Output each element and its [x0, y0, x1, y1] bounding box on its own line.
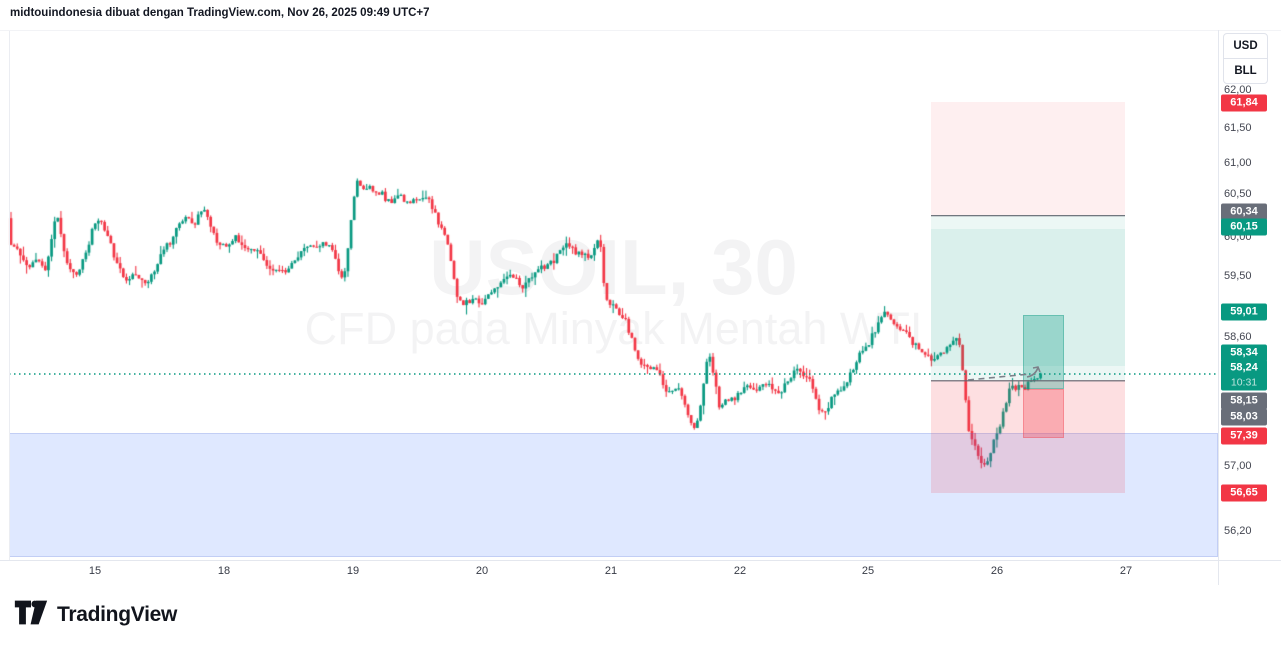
- time-tick: 22: [733, 565, 747, 577]
- badge-price: 58,03: [1230, 410, 1258, 423]
- badge-price: 58,24: [1230, 361, 1258, 374]
- unit-selector[interactable]: USD BLL: [1223, 33, 1268, 84]
- price-level-badge: 58,03: [1221, 408, 1267, 426]
- small-long-stop-box[interactable]: [1023, 389, 1064, 438]
- unit-option[interactable]: BLL: [1234, 65, 1257, 77]
- short-target-box[interactable]: [931, 215, 1125, 366]
- time-tick: 15: [88, 565, 102, 577]
- chart-attribution: midtouindonesia dibuat dengan TradingVie…: [10, 7, 430, 19]
- currency-option[interactable]: USD: [1233, 40, 1258, 52]
- price-level-badge: 59,01: [1221, 303, 1267, 321]
- badge-price: 59,01: [1230, 305, 1258, 318]
- price-tick: 60,50: [1224, 188, 1252, 200]
- badge-price: 58,15: [1230, 394, 1258, 407]
- plot-left-border: [9, 30, 10, 560]
- unit-selector-divider: [1224, 58, 1267, 59]
- tradingview-logo[interactable]: TradingView: [14, 599, 177, 631]
- time-tick: 25: [861, 565, 875, 577]
- demand-zone[interactable]: [9, 433, 1218, 557]
- price-tick: 61,50: [1224, 122, 1252, 134]
- price-level-badge: 58,34: [1221, 344, 1267, 362]
- badge-price: 58,34: [1230, 346, 1258, 359]
- price-axis-border: [1218, 30, 1219, 585]
- tradingview-logo-text: TradingView: [57, 603, 178, 626]
- price-level-badge: 61,84: [1221, 94, 1267, 112]
- badge-price: 61,84: [1230, 96, 1258, 109]
- badge-price: 56,65: [1230, 486, 1258, 499]
- time-axis-border: [0, 560, 1281, 561]
- price-axis[interactable]: [1219, 30, 1281, 646]
- price-level-badge: 58,15: [1221, 392, 1267, 410]
- price-tick: 61,00: [1224, 157, 1252, 169]
- price-level-badge: 60,15: [1221, 218, 1267, 236]
- short-stop-box[interactable]: [931, 102, 1125, 216]
- price-tick: 62,00: [1224, 84, 1252, 96]
- time-tick: 20: [475, 565, 489, 577]
- long-target-box[interactable]: [931, 229, 1125, 381]
- badge-price: 60,34: [1230, 205, 1258, 218]
- plot-top-border: [0, 30, 1281, 31]
- price-level-badge: 57,39: [1221, 427, 1267, 445]
- price-tick: 58,60: [1224, 331, 1252, 343]
- time-tick: 21: [604, 565, 618, 577]
- long-stop-box[interactable]: [931, 380, 1125, 494]
- price-level-badge: 60,34: [1221, 203, 1267, 221]
- time-tick: 26: [990, 565, 1004, 577]
- price-tick: 59,50: [1224, 270, 1252, 282]
- time-tick: 19: [346, 565, 360, 577]
- price-tick: 56,20: [1224, 525, 1252, 537]
- price-level-badge: 56,65: [1221, 484, 1267, 502]
- badge-price: 60,15: [1230, 220, 1258, 233]
- badge-price: 57,39: [1230, 429, 1258, 442]
- bar-countdown: 10:31: [1230, 376, 1258, 389]
- tradingview-logo-icon: [14, 599, 48, 631]
- price-tick: 57,00: [1224, 460, 1252, 472]
- time-axis[interactable]: [0, 561, 1281, 646]
- small-long-target-box[interactable]: [1023, 315, 1064, 390]
- time-tick: 18: [217, 565, 231, 577]
- current-price-badge: 58,24 10:31: [1221, 359, 1267, 391]
- time-tick: 27: [1119, 565, 1133, 577]
